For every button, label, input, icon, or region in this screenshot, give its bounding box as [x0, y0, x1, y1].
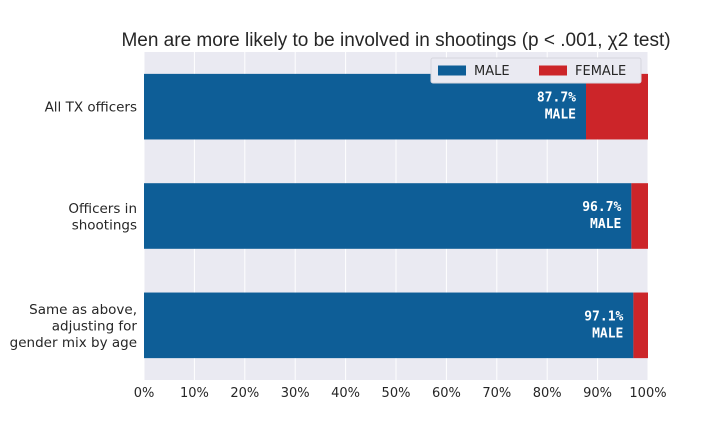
legend-swatch — [438, 65, 466, 76]
data-label: MALE — [592, 326, 623, 341]
x-tick-label: 80% — [533, 386, 562, 401]
data-labels: 87.7% MALE 96.7% MALE 97.1% MALE — [537, 91, 624, 342]
legend-box — [430, 57, 642, 84]
data-label: MALE — [545, 108, 576, 123]
legend-label: FEMALE — [575, 64, 626, 79]
category-label: All TX officers — [45, 100, 137, 116]
x-tick-label: 0% — [134, 386, 155, 401]
x-tick-label: 70% — [482, 386, 511, 401]
x-tick-label: 100% — [629, 386, 666, 401]
bar-female — [633, 292, 648, 359]
bar-male — [144, 292, 634, 359]
x-tick-label: 60% — [432, 386, 461, 401]
data-label: MALE — [590, 217, 621, 232]
data-label: 87.7% — [537, 91, 576, 106]
x-tick-label: 90% — [583, 386, 612, 401]
bar-female — [631, 183, 648, 249]
x-tick-label: 50% — [382, 386, 411, 401]
bars — [144, 73, 648, 359]
bar-male — [144, 73, 587, 140]
chart-title: Men are more likely to be involved in sh… — [121, 30, 670, 51]
x-tick-label: 30% — [281, 386, 310, 401]
bar-female — [586, 73, 648, 140]
legend: MALE FEMALE — [430, 57, 642, 84]
legend-swatch — [539, 65, 567, 76]
data-label: 96.7% — [582, 200, 621, 215]
x-tick-label: 10% — [180, 386, 209, 401]
data-label: 97.1% — [584, 309, 623, 324]
category-label: Same as above, — [29, 302, 137, 318]
x-tick-labels: 0% 10% 20% 30% 40% 50% 60% 70% 80% 90% 100% — [134, 386, 667, 401]
x-tick-label: 20% — [230, 386, 259, 401]
bar-male — [144, 183, 632, 249]
category-label: gender mix by age — [10, 335, 137, 351]
category-label: shootings — [72, 217, 137, 233]
category-label: adjusting for — [52, 318, 138, 334]
legend-label: MALE — [474, 64, 510, 79]
category-label: Officers in — [68, 201, 137, 217]
x-tick-label: 40% — [331, 386, 360, 401]
